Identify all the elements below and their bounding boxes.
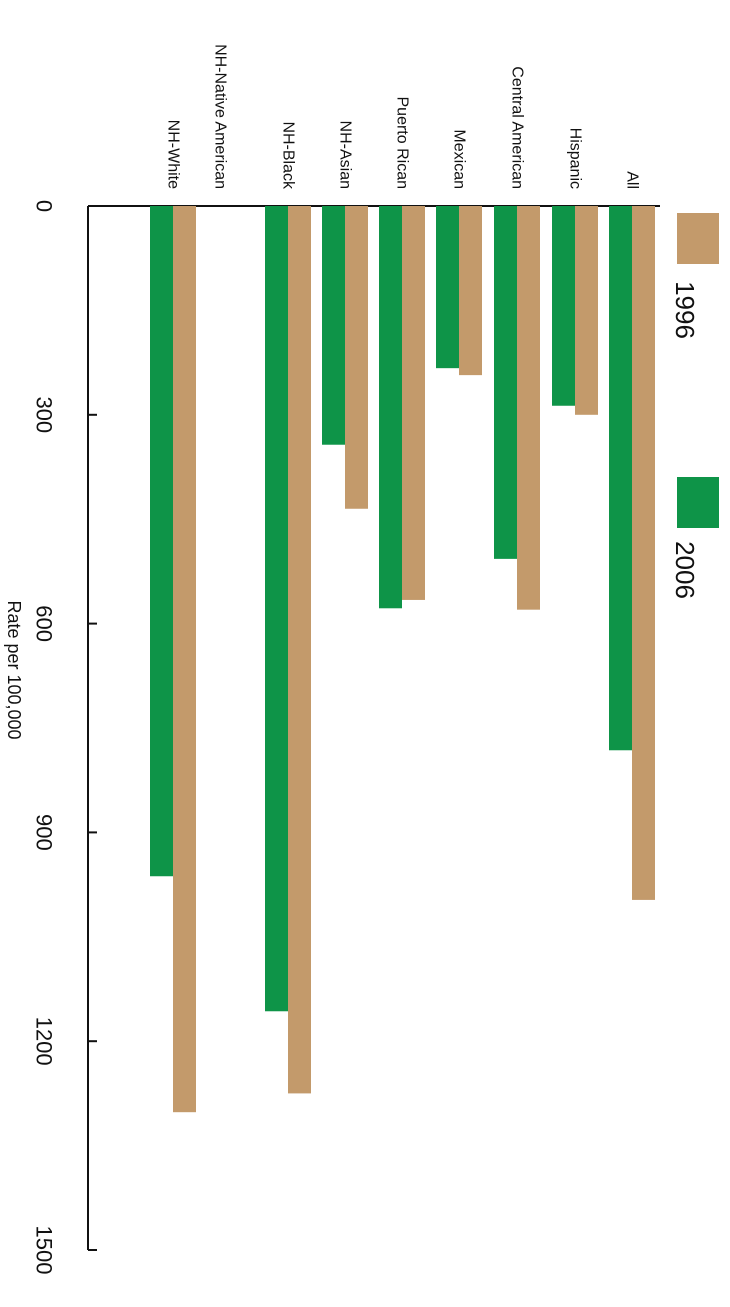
- bar-1996: [288, 206, 311, 1094]
- bar-1996: [402, 206, 425, 600]
- category-label: Puerto Rican: [394, 97, 411, 190]
- bar-2006: [322, 206, 345, 445]
- legend: 1996 2006: [670, 213, 719, 599]
- bar-2006: [609, 206, 632, 751]
- bar-1996: [345, 206, 368, 509]
- category-labels: All Hispanic Central American Mexican Puerto…: [165, 44, 641, 190]
- category-label: NH-White: [165, 120, 182, 189]
- tick-label: 900: [32, 814, 57, 851]
- legend-label: 1996: [670, 281, 700, 339]
- bar-2006: [552, 206, 575, 406]
- category-label: NH-Asian: [337, 121, 354, 189]
- category-label: NH-Native American: [212, 44, 229, 189]
- tick-label: 1200: [32, 1017, 57, 1066]
- bar-2006: [379, 206, 402, 609]
- category-label: Hispanic: [567, 128, 584, 189]
- legend-label: 2006: [670, 541, 700, 599]
- legend-swatch: [677, 477, 719, 528]
- bar-2006: [265, 206, 288, 1012]
- value-axis-ticks: 0 300 600 900 1200 1500: [32, 200, 97, 1275]
- bar-1996: [575, 206, 598, 415]
- bar-2006: [436, 206, 459, 369]
- bar-1996: [517, 206, 540, 610]
- legend-swatch: [677, 213, 719, 264]
- value-axis-title: Rate per 100,000: [4, 600, 24, 739]
- category-label: Central American: [509, 66, 526, 189]
- category-label: All: [624, 171, 641, 189]
- tick-label: 600: [32, 605, 57, 642]
- bar-1996: [173, 206, 196, 1113]
- bar-2006: [494, 206, 517, 559]
- bar-2006: [150, 206, 173, 877]
- bar-1996: [459, 206, 482, 376]
- tick-label: 0: [32, 200, 57, 212]
- category-label: Mexican: [451, 129, 468, 189]
- tick-label: 300: [32, 396, 57, 433]
- category-label: NH-Black: [280, 121, 297, 190]
- tick-label: 1500: [32, 1226, 57, 1275]
- bars: [150, 206, 655, 1113]
- bar-1996: [632, 206, 655, 900]
